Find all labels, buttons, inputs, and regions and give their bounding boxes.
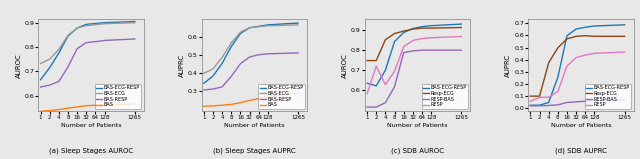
Text: (a) Sleep Stages AUROC: (a) Sleep Stages AUROC xyxy=(49,148,133,154)
Y-axis label: AUPRC: AUPRC xyxy=(179,54,185,77)
X-axis label: Number of Patients: Number of Patients xyxy=(550,123,611,128)
X-axis label: Number of Patients: Number of Patients xyxy=(61,123,122,128)
Y-axis label: AUPRC: AUPRC xyxy=(506,54,511,77)
X-axis label: Number of Patients: Number of Patients xyxy=(387,123,448,128)
Y-axis label: AUROC: AUROC xyxy=(342,53,348,78)
Text: (b) Sleep Stages AUPRC: (b) Sleep Stages AUPRC xyxy=(213,148,296,154)
Legend: BAS-ECG-RESP, BAS-ECG, BAS-RESP, BAS: BAS-ECG-RESP, BAS-ECG, BAS-RESP, BAS xyxy=(259,84,305,109)
Y-axis label: AUROC: AUROC xyxy=(15,53,22,78)
X-axis label: Number of Patients: Number of Patients xyxy=(224,123,285,128)
Legend: BAS-ECG-RESP, BAS-ECG, BAS-RESP, BAS: BAS-ECG-RESP, BAS-ECG, BAS-RESP, BAS xyxy=(95,84,141,109)
Legend: BAS-ECG-RESP, Resp-ECG, RESP-BAS, RESP: BAS-ECG-RESP, Resp-ECG, RESP-BAS, RESP xyxy=(422,84,468,109)
Text: (c) SDB AUROC: (c) SDB AUROC xyxy=(391,148,444,154)
Text: (d) SDB AUPRC: (d) SDB AUPRC xyxy=(555,148,607,154)
Legend: BAS-ECG-RESP, Resp-ECG, RESP-BAS, RESP: BAS-ECG-RESP, Resp-ECG, RESP-BAS, RESP xyxy=(585,84,631,109)
